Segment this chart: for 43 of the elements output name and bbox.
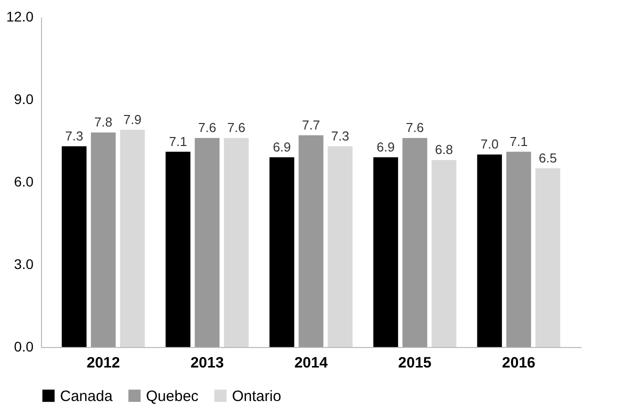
legend-label: Ontario: [232, 388, 282, 405]
x-tick-label: 2015: [398, 354, 432, 372]
data-label: 7.6: [198, 120, 216, 135]
bar: [328, 146, 353, 347]
bar: [402, 138, 428, 347]
bar: [269, 157, 294, 347]
legend-label: Canada: [60, 388, 114, 405]
data-label: 7.6: [227, 120, 246, 135]
data-label: 7.9: [123, 112, 142, 127]
x-tick-label: 2014: [294, 354, 328, 372]
x-tick-label: 2016: [502, 354, 536, 372]
y-tick-label: 3.0: [14, 256, 34, 272]
bar: [298, 135, 324, 347]
bar: [224, 138, 249, 347]
bar: [90, 132, 116, 347]
bar: [477, 154, 502, 347]
y-tick-label: 12.0: [6, 8, 34, 24]
data-label: 7.1: [510, 134, 528, 149]
data-label: 7.7: [302, 117, 320, 132]
data-label: 7.3: [331, 128, 350, 144]
legend-label: Quebec: [146, 388, 200, 405]
bar: [373, 157, 398, 347]
bar: [194, 138, 220, 347]
x-tick-label: 2012: [86, 354, 120, 372]
data-label: 7.6: [406, 120, 424, 135]
y-tick-label: 9.0: [14, 91, 34, 107]
data-label: 7.3: [65, 128, 84, 144]
bar: [432, 160, 456, 347]
bar: [120, 130, 145, 347]
bar: [535, 168, 560, 347]
y-tick-label: 6.0: [14, 174, 34, 190]
data-label: 7.1: [168, 134, 188, 149]
bar: [166, 152, 190, 347]
data-label: 6.8: [434, 142, 454, 157]
bar: [506, 152, 532, 347]
data-label: 7.8: [94, 114, 112, 130]
data-label: 6.5: [538, 150, 557, 166]
data-label: 6.9: [272, 139, 291, 154]
y-tick-label: 0.0: [14, 338, 34, 354]
data-label: 7.0: [480, 136, 499, 152]
data-label: 6.9: [376, 139, 395, 154]
bar: [62, 146, 87, 347]
x-tick-label: 2013: [190, 354, 224, 372]
